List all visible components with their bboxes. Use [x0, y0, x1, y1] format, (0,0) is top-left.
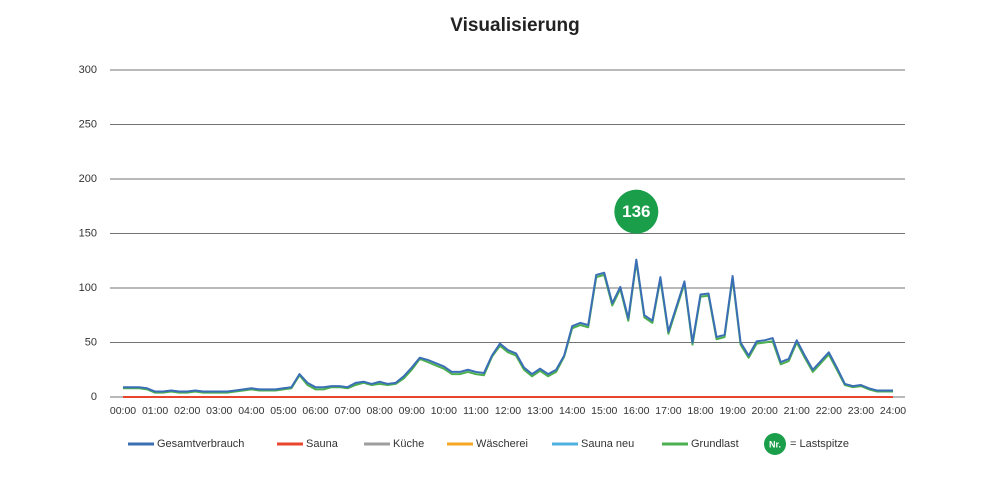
y-tick-label: 250 [79, 118, 97, 130]
y-tick-label: 300 [79, 64, 97, 76]
x-tick-label: 03:00 [206, 405, 232, 417]
x-tick-label: 04:00 [238, 405, 264, 417]
x-tick-label: 20:00 [752, 405, 778, 417]
legend-label: Wäscherei [476, 438, 528, 450]
legend-label: Sauna [306, 438, 339, 450]
legend-label: = Lastspitze [790, 438, 849, 450]
y-tick-label: 100 [79, 282, 97, 294]
x-tick-label: 00:00 [110, 405, 136, 417]
x-tick-label: 13:00 [527, 405, 553, 417]
legend-badge [764, 433, 786, 455]
x-tick-label: 19:00 [719, 405, 745, 417]
x-tick-label: 01:00 [142, 405, 168, 417]
series-line [123, 260, 893, 394]
x-tick-label: 07:00 [334, 405, 360, 417]
y-tick-label: 150 [79, 227, 97, 239]
chart-title: Visualisierung [450, 15, 580, 36]
x-tick-label: 10:00 [431, 405, 457, 417]
x-tick-label: 18:00 [687, 405, 713, 417]
series-line [123, 258, 893, 393]
y-tick-label: 0 [91, 391, 97, 403]
y-tick-label: 50 [85, 336, 97, 348]
legend-badge-label: Nr. [769, 439, 781, 449]
x-tick-label: 22:00 [816, 405, 842, 417]
x-tick-label: 24:00 [880, 405, 906, 417]
peak-badge [614, 189, 659, 234]
legend-label: Sauna neu [581, 438, 634, 450]
x-tick-label: 23:00 [848, 405, 874, 417]
x-tick-label: 12:00 [495, 405, 521, 417]
x-tick-label: 06:00 [302, 405, 328, 417]
legend-label: Gesamtverbrauch [157, 438, 244, 450]
x-tick-label: 17:00 [655, 405, 681, 417]
y-tick-label: 200 [79, 173, 97, 185]
legend-label: Grundlast [691, 438, 739, 450]
x-tick-label: 09:00 [399, 405, 425, 417]
x-tick-label: 08:00 [367, 405, 393, 417]
x-tick-label: 11:00 [463, 405, 489, 417]
x-tick-label: 14:00 [559, 405, 585, 417]
peak-label: 136 [622, 202, 650, 221]
x-tick-label: 16:00 [623, 405, 649, 417]
x-tick-label: 15:00 [591, 405, 617, 417]
legend-label: Küche [393, 438, 424, 450]
x-tick-label: 05:00 [270, 405, 296, 417]
x-tick-label: 02:00 [174, 405, 200, 417]
x-tick-label: 21:00 [784, 405, 810, 417]
